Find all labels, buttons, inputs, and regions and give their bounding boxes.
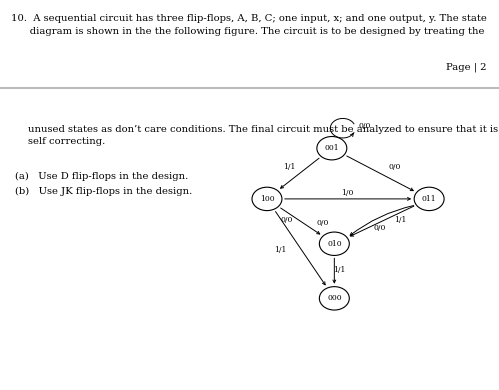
Circle shape xyxy=(317,136,347,160)
Text: 1/1: 1/1 xyxy=(274,246,286,254)
Text: 100: 100 xyxy=(259,195,274,203)
Text: 001: 001 xyxy=(324,144,339,152)
Text: 0/0: 0/0 xyxy=(388,163,400,171)
FancyArrowPatch shape xyxy=(333,258,336,283)
Text: (b)   Use JK flip-flops in the design.: (b) Use JK flip-flops in the design. xyxy=(15,187,192,196)
Text: 0/0: 0/0 xyxy=(373,224,385,232)
FancyArrowPatch shape xyxy=(351,206,414,236)
Circle shape xyxy=(319,287,349,310)
Text: 1/1: 1/1 xyxy=(394,216,406,224)
Circle shape xyxy=(252,187,282,211)
Text: Page | 2: Page | 2 xyxy=(446,62,487,72)
FancyArrowPatch shape xyxy=(350,206,414,235)
Text: 0/0: 0/0 xyxy=(281,216,293,224)
FancyArrowPatch shape xyxy=(280,158,319,188)
Text: 1/0: 1/0 xyxy=(342,189,354,197)
Circle shape xyxy=(319,232,349,255)
Text: unused states as don’t care conditions. The final circuit must be analyzed to en: unused states as don’t care conditions. … xyxy=(28,125,498,134)
FancyArrowPatch shape xyxy=(280,208,320,234)
Text: 1/1: 1/1 xyxy=(333,266,345,274)
FancyArrowPatch shape xyxy=(347,156,413,191)
Circle shape xyxy=(414,187,444,211)
Text: diagram is shown in the the following figure. The circuit is to be designed by t: diagram is shown in the the following fi… xyxy=(11,27,485,36)
Text: 1/1: 1/1 xyxy=(283,163,295,171)
Text: 010: 010 xyxy=(327,240,342,248)
FancyArrowPatch shape xyxy=(275,211,325,285)
Text: (a)   Use D flip-flops in the design.: (a) Use D flip-flops in the design. xyxy=(15,172,188,181)
Text: 0/0: 0/0 xyxy=(358,122,371,130)
Text: 000: 000 xyxy=(327,294,342,302)
Text: 011: 011 xyxy=(422,195,437,203)
FancyArrowPatch shape xyxy=(285,197,410,200)
Text: self correcting.: self correcting. xyxy=(28,137,105,146)
Text: 0/0: 0/0 xyxy=(317,220,329,227)
Text: 10.  A sequential circuit has three flip-flops, A, B, C; one input, x; and one o: 10. A sequential circuit has three flip-… xyxy=(11,14,487,23)
